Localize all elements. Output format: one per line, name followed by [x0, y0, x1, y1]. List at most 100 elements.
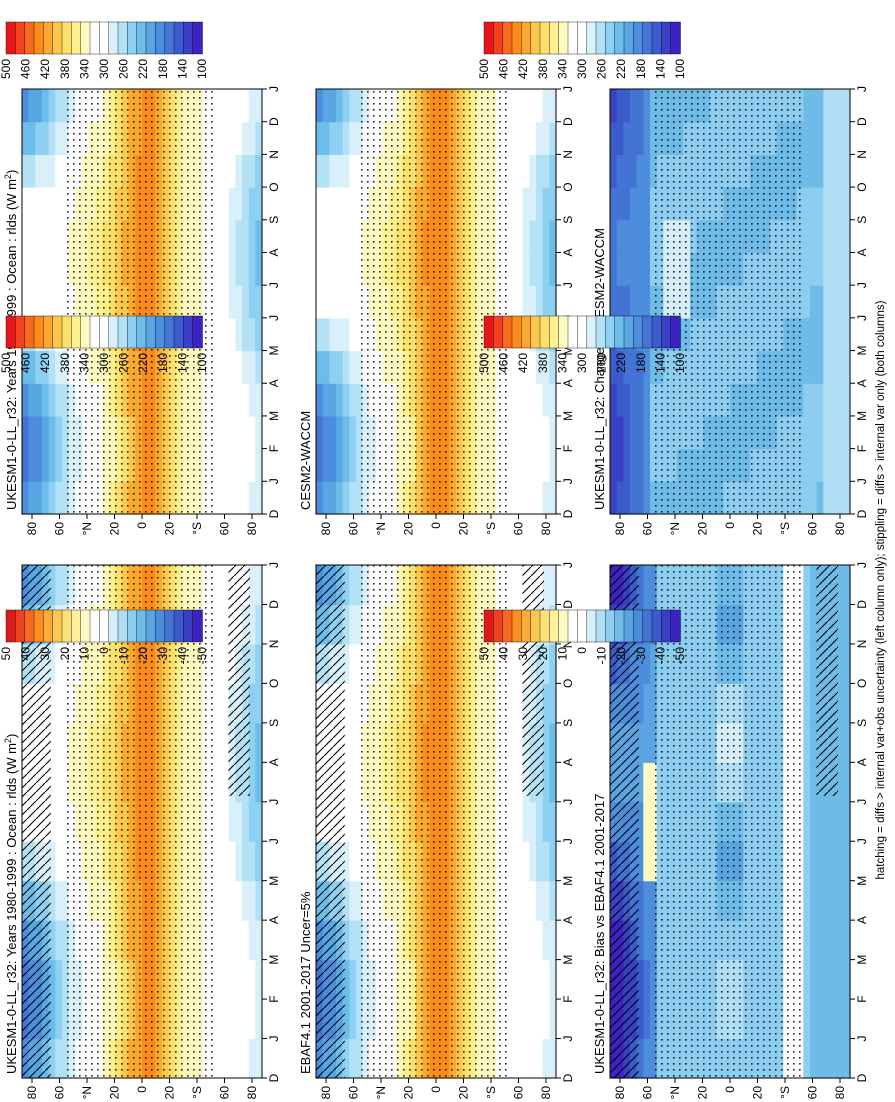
- heatmap-cell: [28, 219, 36, 254]
- heatmap-cell: [228, 121, 236, 155]
- heatmap-cell: [803, 999, 811, 1040]
- heatmap-cell: [542, 683, 550, 724]
- heatmap-cell: [623, 448, 631, 482]
- heatmap-cell: [316, 350, 324, 384]
- heatmap-cell: [329, 350, 337, 384]
- colorbar-segment: [549, 315, 560, 349]
- heatmap-cell: [542, 880, 550, 921]
- heatmap-cell: [836, 880, 844, 921]
- month-tick-label: A: [561, 916, 575, 924]
- heatmap-cell: [836, 285, 844, 319]
- heatmap-cell: [222, 415, 230, 450]
- colorbar-segment: [173, 21, 185, 55]
- heatmap-cell: [55, 880, 63, 921]
- heatmap-cell: [248, 1038, 256, 1079]
- heatmap-cell: [248, 252, 256, 286]
- heatmap-cell: [542, 959, 550, 1000]
- heatmap-cell: [643, 285, 651, 319]
- heatmap-cell: [516, 481, 524, 515]
- heatmap-cell: [643, 683, 651, 724]
- heatmap-cell: [816, 1038, 824, 1079]
- heatmap-cell: [35, 121, 43, 155]
- colorbar-segment: [136, 315, 147, 349]
- colorbar-segment: [633, 315, 644, 349]
- heatmap-cell: [509, 285, 517, 319]
- heatmap-cell: [843, 959, 851, 1000]
- heatmap-cell: [342, 643, 350, 684]
- heatmap-cell: [215, 154, 223, 188]
- heatmap-cell: [630, 89, 638, 123]
- colorbar-segment: [493, 21, 504, 55]
- heatmap-cell: [248, 121, 256, 155]
- heatmap-cell: [336, 154, 344, 188]
- heatmap-cell: [836, 565, 844, 606]
- heatmap-cell: [843, 219, 851, 254]
- month-tick-label: J: [561, 86, 575, 92]
- colorbar-segment: [670, 21, 681, 55]
- colorbar-segment: [61, 315, 73, 349]
- heatmap-cell: [48, 285, 56, 319]
- colorbar-segment: [183, 609, 194, 643]
- colorbar-tick-label: 220: [614, 59, 628, 79]
- colorbar-tick-label: 140: [175, 59, 189, 79]
- month-tick-label: J: [855, 838, 869, 844]
- heatmap-cell: [803, 959, 811, 1000]
- heatmap-cell: [823, 121, 831, 155]
- heatmap-cell: [222, 920, 230, 961]
- heatmap-cell: [529, 252, 537, 286]
- heatmap-cell: [549, 350, 557, 384]
- month-tick-label: F: [561, 995, 575, 1002]
- heatmap-cell: [48, 565, 56, 606]
- heatmap-cell: [836, 252, 844, 286]
- heatmap-cell: [542, 252, 550, 286]
- heatmap-cell: [636, 383, 644, 417]
- month-tick-label: N: [267, 640, 281, 649]
- heatmap-cell: [516, 565, 524, 606]
- heatmap-cell: [222, 121, 230, 155]
- heatmap-cell: [816, 481, 824, 515]
- heatmap-cell: [55, 415, 63, 450]
- colorbar-abs-left-middle: 500 460 420 380 340 300 260 220 180 140 100: [477, 315, 687, 373]
- heatmap-cell: [549, 841, 557, 882]
- heatmap-cell: [55, 187, 63, 221]
- month-tick-label: J: [561, 1036, 575, 1042]
- colorbar-segment: [549, 609, 560, 643]
- heatmap-cell: [215, 481, 223, 515]
- heatmap-cell: [55, 89, 63, 123]
- heatmap-cell: [48, 762, 56, 803]
- heatmap-cell: [509, 121, 517, 155]
- colorbar-tick-label: 380: [536, 353, 550, 373]
- heatmap-cell: [643, 920, 651, 961]
- heatmap-cell: [255, 604, 263, 645]
- heatmap-cell: [549, 920, 557, 961]
- month-tick-label: A: [561, 758, 575, 766]
- heatmap-cell: [55, 448, 63, 482]
- colorbar-segment: [155, 315, 166, 349]
- heatmap-cell: [529, 959, 537, 1000]
- heatmap-cell: [542, 383, 550, 417]
- heatmap-cell: [55, 762, 63, 803]
- heatmap-cell: [55, 999, 63, 1040]
- heatmap-cell: [836, 350, 844, 384]
- panel-title: UKESM1-0-LL_r32: Bias vs EBAF4.1 2001-20…: [592, 794, 607, 1074]
- heatmap-cell: [843, 880, 851, 921]
- heatmap-cell: [830, 920, 838, 961]
- heatmap-cell: [823, 383, 831, 417]
- heatmap-cell: [522, 350, 530, 384]
- colorbar-segment: [80, 21, 91, 55]
- heatmap-cell: [48, 1038, 56, 1079]
- heatmap-cell: [516, 683, 524, 724]
- heatmap-cell: [516, 959, 524, 1000]
- colorbar-segment: [145, 609, 157, 643]
- heatmap-cell: [616, 252, 624, 286]
- heatmap-cell: [22, 350, 30, 384]
- heatmap-cell: [536, 920, 544, 961]
- heatmap-cell: [42, 187, 50, 221]
- colorbar-segment: [164, 21, 175, 55]
- heatmap-cell: [810, 121, 818, 155]
- heatmap-cell: [830, 317, 838, 352]
- colorbar-segment: [183, 315, 194, 349]
- month-tick-label: J: [267, 478, 281, 484]
- colorbar-segment: [595, 21, 607, 55]
- heatmap-cell: [522, 219, 530, 254]
